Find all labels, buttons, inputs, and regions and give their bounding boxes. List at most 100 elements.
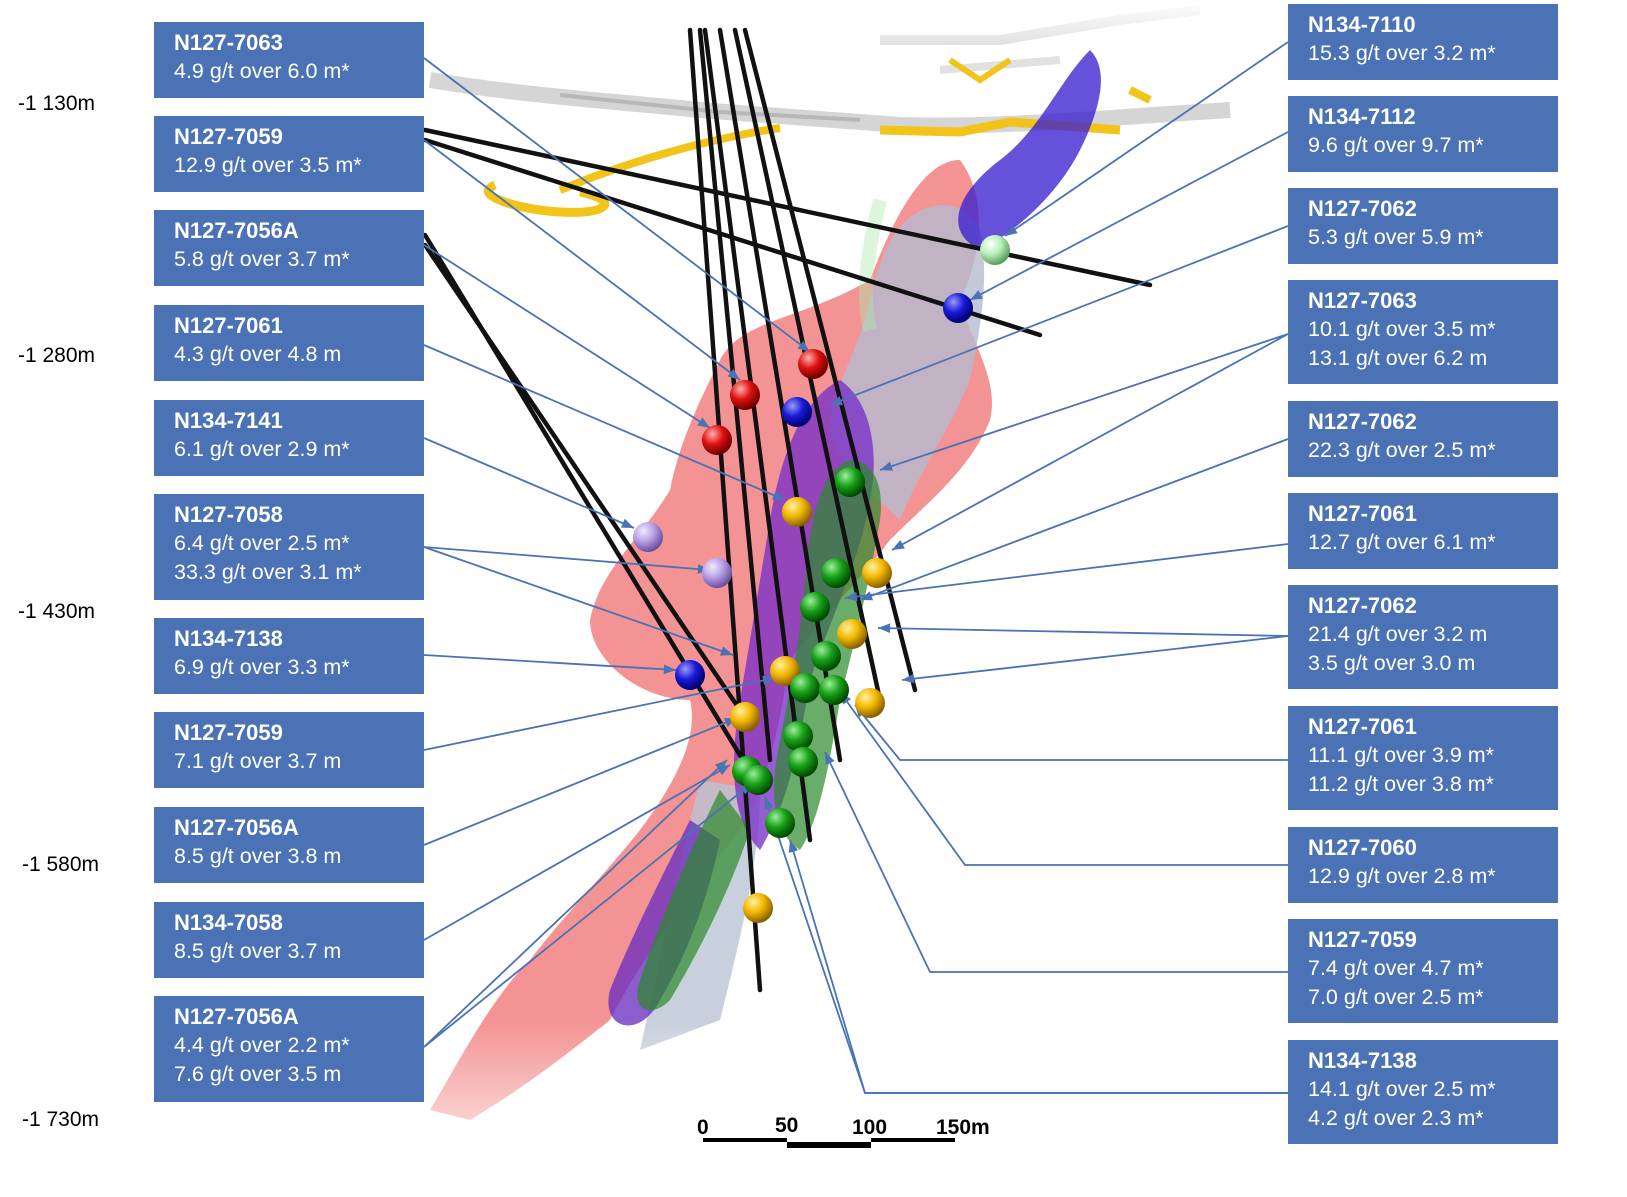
callout-right: N134-7138 14.1 g/t over 2.5 m* 4.2 g/t o…	[1288, 1040, 1558, 1144]
leader-line	[423, 717, 738, 846]
callout-left: N127-7056A 4.4 g/t over 2.2 m* 7.6 g/t o…	[154, 996, 424, 1102]
leader-arrowhead	[845, 591, 858, 602]
assay-marker	[675, 660, 705, 690]
callout-left: N127-7058 6.4 g/t over 2.5 m* 33.3 g/t o…	[154, 494, 424, 600]
callout-assay: 4.4 g/t over 2.2 m*	[174, 1033, 350, 1057]
callout-assay: 10.1 g/t over 3.5 m*	[1308, 317, 1496, 341]
leader-line	[423, 677, 776, 751]
scale-bar	[703, 1138, 955, 1150]
assay-marker	[743, 765, 773, 795]
callout-right: N127-7062 21.4 g/t over 3.2 m 3.5 g/t ov…	[1288, 585, 1558, 689]
leader-line	[423, 546, 711, 571]
callout-assay: 22.3 g/t over 2.5 m*	[1308, 438, 1496, 462]
leader-line	[423, 57, 811, 353]
depth-label: -1 280m	[18, 344, 96, 367]
callout-hole-id: N127-7061	[1308, 714, 1417, 739]
callout-assay: 14.1 g/t over 2.5 m*	[1308, 1077, 1496, 1101]
callout-assay: 4.9 g/t over 6.0 m*	[174, 59, 350, 83]
leader-line	[877, 627, 1289, 637]
assay-marker	[980, 235, 1010, 265]
leader-line	[423, 759, 728, 1048]
leader-line	[839, 691, 1288, 866]
callout-assay: 8.5 g/t over 3.8 m	[174, 844, 342, 868]
callout-assay: 8.5 g/t over 3.7 m	[174, 939, 342, 963]
assay-marker	[835, 467, 865, 497]
scale-bar-segment	[703, 1138, 787, 1142]
leader-lines	[423, 41, 1289, 1094]
leader-arrowhead	[727, 368, 740, 380]
callout-assay: 13.1 g/t over 6.2 m	[1308, 346, 1488, 370]
leader-line	[901, 635, 1289, 681]
callout-hole-id: N134-7138	[1308, 1048, 1417, 1073]
callout-right: N134-7112 9.6 g/t over 9.7 m*	[1288, 96, 1558, 172]
callout-assay: 4.3 g/t over 4.8 m	[174, 342, 342, 366]
assay-marker	[837, 619, 867, 649]
leader-line	[824, 751, 1288, 973]
assay-marker	[790, 673, 820, 703]
leader-arrowhead	[697, 417, 710, 428]
scale-tick-label: 150m	[936, 1116, 990, 1139]
leader-line	[891, 333, 1289, 551]
callout-assay: 7.0 g/t over 2.5 m*	[1308, 985, 1484, 1009]
callout-hole-id: N134-7138	[174, 626, 283, 651]
assay-marker	[783, 721, 813, 751]
callout-hole-id: N127-7059	[174, 124, 283, 149]
leader-line	[423, 546, 734, 656]
callout-right: N127-7059 7.4 g/t over 4.7 m* 7.0 g/t ov…	[1288, 919, 1558, 1023]
assay-marker	[782, 497, 812, 527]
assay-marker	[943, 293, 973, 323]
callout-hole-id: N127-7060	[1308, 835, 1417, 860]
leader-arrowhead	[788, 840, 799, 853]
callout-assay: 6.9 g/t over 3.3 m*	[174, 655, 350, 679]
assay-marker	[821, 558, 851, 588]
callout-assay: 4.2 g/t over 2.3 m*	[1308, 1106, 1484, 1130]
assay-marker	[702, 558, 732, 588]
leader-line	[423, 782, 753, 1048]
leader-line	[879, 333, 1289, 471]
assay-marker	[800, 592, 830, 622]
callout-hole-id: N127-7058	[174, 502, 283, 527]
callout-left: N134-7058 8.5 g/t over 3.7 m	[154, 902, 424, 978]
assay-marker	[765, 808, 795, 838]
callout-right: N127-7062 5.3 g/t over 5.9 m*	[1288, 188, 1558, 264]
callout-assay: 11.2 g/t over 3.8 m*	[1308, 772, 1495, 796]
leader-line	[844, 543, 1289, 599]
callout-assay: 12.7 g/t over 6.1 m*	[1308, 530, 1496, 554]
callout-hole-id: N127-7059	[174, 720, 283, 745]
assay-marker	[702, 425, 732, 455]
callout-left: N134-7138 6.9 g/t over 3.3 m*	[154, 618, 424, 694]
leader-arrowhead	[825, 752, 835, 765]
leader-arrowhead	[902, 673, 915, 684]
callout-left: N127-7056A 5.8 g/t over 3.7 m*	[154, 210, 424, 286]
callout-assay: 7.1 g/t over 3.7 m	[174, 749, 342, 773]
assay-marker	[782, 397, 812, 427]
callout-assay: 7.4 g/t over 4.7 m*	[1308, 956, 1484, 980]
assay-marker	[633, 522, 663, 552]
assay-marker	[855, 688, 885, 718]
leader-line	[423, 344, 786, 501]
leader-arrowhead	[714, 760, 727, 772]
assay-markers	[633, 235, 1010, 923]
leader-arrowhead	[892, 539, 905, 550]
callout-hole-id: N127-7059	[1308, 927, 1417, 952]
callout-hole-id: N127-7061	[174, 313, 283, 338]
callout-left: N127-7063 4.9 g/t over 6.0 m*	[154, 22, 424, 98]
assay-marker	[819, 675, 849, 705]
callout-assay: 21.4 g/t over 3.2 m	[1308, 622, 1488, 646]
callout-right: N127-7061 11.1 g/t over 3.9 m* 11.2 g/t …	[1288, 706, 1558, 810]
callout-hole-id: N134-7110	[1308, 12, 1416, 37]
assay-marker	[770, 656, 800, 686]
leader-arrowhead	[772, 490, 785, 500]
callout-left: N134-7141 6.1 g/t over 2.9 m*	[154, 400, 424, 476]
depth-label: -1 580m	[22, 853, 100, 876]
leader-line	[423, 244, 711, 429]
leader-arrowhead	[797, 340, 810, 352]
leader-arrowhead	[830, 396, 843, 406]
leader-arrowhead	[878, 623, 891, 634]
callout-hole-id: N127-7056A	[174, 815, 299, 840]
leader-arrowhead	[880, 461, 893, 471]
leader-arrowhead	[720, 646, 733, 656]
leader-line	[423, 139, 741, 381]
fade-bottom	[420, 1020, 1220, 1197]
